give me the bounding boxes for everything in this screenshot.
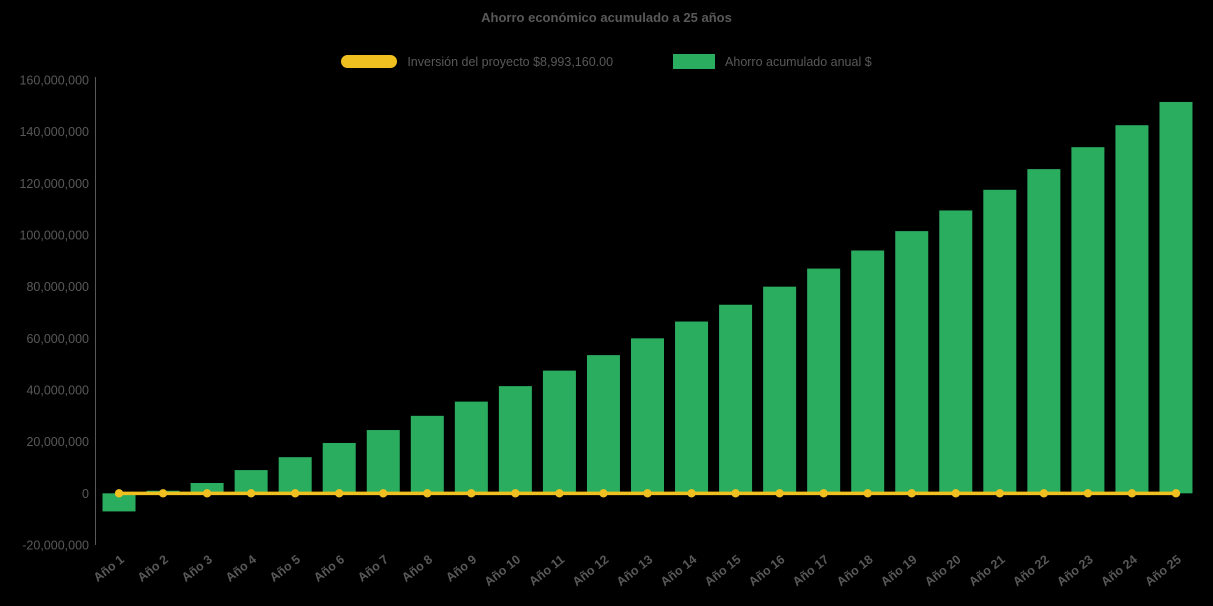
investment-marker-year-15 <box>731 489 740 498</box>
y-axis-label: 100,000,000 <box>19 229 89 243</box>
x-axis-label-year-18: Año 18 <box>834 552 875 589</box>
x-axis-label-year-16: Año 16 <box>746 552 787 589</box>
x-axis-label-year-1: Año 1 <box>91 552 127 584</box>
bar-year-21 <box>983 189 1017 494</box>
investment-marker-year-8 <box>423 489 432 498</box>
x-axis-label-year-23: Año 23 <box>1054 552 1095 589</box>
investment-marker-year-18 <box>863 489 872 498</box>
x-axis-label-year-9: Año 9 <box>443 552 479 584</box>
bar-year-22 <box>1027 169 1061 494</box>
x-axis-label-year-17: Año 17 <box>790 552 831 589</box>
legend-label-savings: Ahorro acumulado anual $ <box>725 54 872 69</box>
investment-marker-year-3 <box>202 489 212 498</box>
bar-year-6 <box>322 442 356 494</box>
bar-year-14 <box>675 321 709 494</box>
x-axis-label-year-11: Año 11 <box>526 552 567 588</box>
x-axis-label-year-14: Año 14 <box>658 552 699 589</box>
y-axis-label: 160,000,000 <box>19 74 89 88</box>
bar-year-3 <box>190 483 224 494</box>
x-axis-label-year-22: Año 22 <box>1010 552 1051 589</box>
x-axis-label-year-21: Año 21 <box>966 552 1007 589</box>
bar-year-24 <box>1115 125 1149 494</box>
investment-marker-year-1 <box>114 489 124 498</box>
bar-year-11 <box>542 370 576 494</box>
investment-marker-year-16 <box>775 489 784 498</box>
bar-year-9 <box>454 401 488 494</box>
chart-legend: Inversión del proyecto $8,993,160.00 Aho… <box>0 54 1213 69</box>
x-axis-label-year-25: Año 25 <box>1142 552 1183 589</box>
investment-marker-year-24 <box>1127 489 1137 498</box>
bar-year-10 <box>498 386 532 494</box>
bar-year-25 <box>1159 101 1193 494</box>
bar-year-17 <box>807 268 841 494</box>
y-axis-label: 80,000,000 <box>26 280 89 294</box>
bar-year-15 <box>719 304 753 494</box>
bar-year-5 <box>278 457 312 494</box>
investment-marker-year-11 <box>555 489 564 498</box>
investment-marker-year-2 <box>158 489 168 498</box>
bar-year-18 <box>851 250 885 494</box>
y-axis-label: 120,000,000 <box>19 177 89 191</box>
bar-year-20 <box>939 210 973 494</box>
x-axis-label-year-3: Año 3 <box>179 552 215 584</box>
y-axis-label: 0 <box>82 487 89 501</box>
investment-marker-year-12 <box>599 489 608 498</box>
legend-item-savings: Ahorro acumulado anual $ <box>673 54 872 69</box>
investment-marker-year-19 <box>907 489 916 498</box>
y-axis-label: 60,000,000 <box>26 332 89 346</box>
x-axis-label-year-2: Año 2 <box>135 552 171 584</box>
bar-year-12 <box>586 355 620 494</box>
x-axis-label-year-20: Año 20 <box>922 552 963 589</box>
x-axis-label-year-7: Año 7 <box>355 552 391 584</box>
investment-marker-year-5 <box>290 489 300 498</box>
x-axis-label-year-10: Año 10 <box>482 552 523 589</box>
x-axis-label-year-6: Año 6 <box>311 552 347 584</box>
investment-marker-year-20 <box>951 489 960 498</box>
bar-year-19 <box>895 231 929 494</box>
investment-marker-year-7 <box>379 489 388 498</box>
bar-year-4 <box>234 470 268 494</box>
investment-marker-year-17 <box>819 489 828 498</box>
investment-marker-year-21 <box>995 489 1005 498</box>
investment-marker-year-13 <box>643 489 652 498</box>
bar-year-7 <box>366 430 400 494</box>
investment-marker-year-10 <box>511 489 520 498</box>
investment-marker-year-6 <box>335 489 344 498</box>
bar-year-13 <box>631 338 664 494</box>
y-axis-label: -20,000,000 <box>22 539 89 553</box>
investment-marker-year-4 <box>246 489 256 498</box>
bar-year-1 <box>102 493 136 512</box>
legend-item-investment: Inversión del proyecto $8,993,160.00 <box>341 55 613 69</box>
x-axis-label-year-8: Año 8 <box>399 552 435 584</box>
bar-year-23 <box>1071 147 1105 494</box>
legend-swatch-savings-bar <box>673 54 716 69</box>
investment-marker-year-23 <box>1083 489 1093 498</box>
bar-year-16 <box>763 286 797 494</box>
y-axis-label: 20,000,000 <box>26 435 89 449</box>
bar-year-8 <box>410 415 444 494</box>
y-axis-label: 140,000,000 <box>19 125 89 139</box>
x-axis-label-year-19: Año 19 <box>878 552 919 589</box>
investment-marker-year-22 <box>1039 489 1049 498</box>
y-axis-label: 40,000,000 <box>26 384 89 398</box>
legend-swatch-investment-line <box>341 55 398 68</box>
legend-label-investment: Inversión del proyecto $8,993,160.00 <box>407 54 614 69</box>
x-axis-label-year-15: Año 15 <box>702 552 743 589</box>
x-axis-label-year-12: Año 12 <box>570 552 611 589</box>
investment-marker-year-25 <box>1171 489 1181 498</box>
x-axis-label-year-5: Año 5 <box>267 552 303 584</box>
x-axis-label-year-13: Año 13 <box>614 552 655 589</box>
investment-marker-year-9 <box>467 489 476 498</box>
x-axis-label-year-24: Año 24 <box>1098 552 1139 589</box>
chart-title: Ahorro económico acumulado a 25 años <box>481 10 732 25</box>
x-axis-label-year-4: Año 4 <box>223 552 259 584</box>
investment-marker-year-14 <box>687 489 696 498</box>
